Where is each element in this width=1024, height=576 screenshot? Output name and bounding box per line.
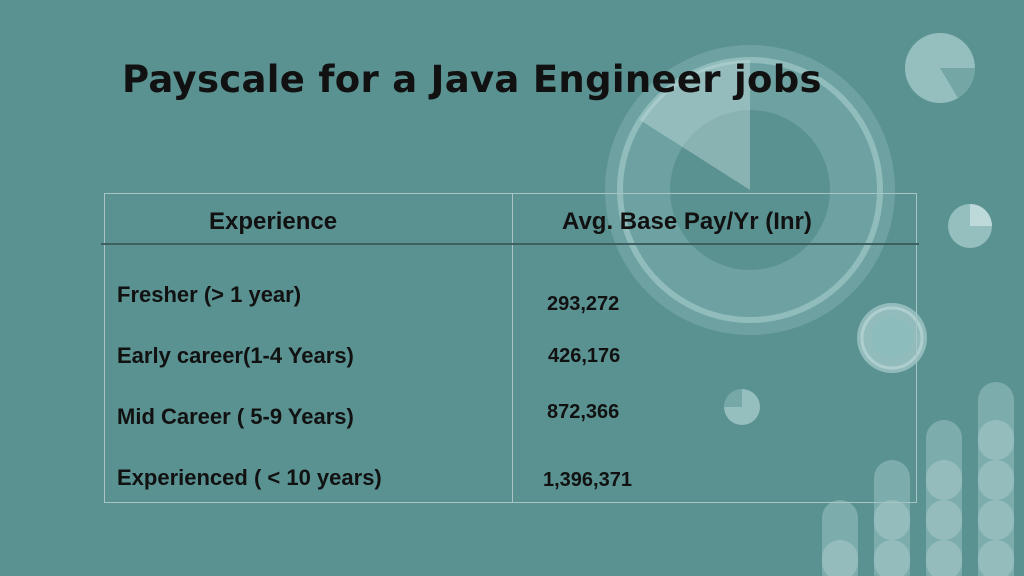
pie-graphic-top bbox=[905, 33, 975, 103]
header-experience: Experience bbox=[209, 208, 338, 235]
bar-pillars-graphic bbox=[822, 382, 1014, 576]
pie-graphic-tiny bbox=[724, 389, 760, 425]
pie-graphic-small bbox=[948, 204, 992, 248]
row-pay-fresher: 293,272 bbox=[547, 293, 620, 315]
header-avg-base-pay: Avg. Base Pay/Yr (Inr) bbox=[562, 208, 812, 235]
row-experience-mid-career: Mid Career ( 5-9 Years) bbox=[117, 404, 354, 429]
row-experience-fresher: Fresher (> 1 year) bbox=[117, 282, 302, 307]
payscale-table: Experience Avg. Base Pay/Yr (Inr) Freshe… bbox=[101, 193, 919, 503]
row-experience-experienced: Experienced ( < 10 years) bbox=[117, 465, 382, 490]
large-donut-graphic bbox=[605, 45, 895, 335]
page-title: Payscale for a Java Engineer jobs bbox=[122, 58, 822, 101]
ring-graphic bbox=[857, 303, 927, 373]
row-experience-early-career: Early career(1-4 Years) bbox=[117, 343, 354, 368]
row-pay-mid-career: 872,366 bbox=[547, 401, 620, 423]
column-divider bbox=[512, 194, 513, 502]
row-pay-experienced: 1,396,371 bbox=[543, 469, 632, 491]
header-divider bbox=[101, 243, 919, 245]
row-pay-early-career: 426,176 bbox=[548, 345, 621, 367]
